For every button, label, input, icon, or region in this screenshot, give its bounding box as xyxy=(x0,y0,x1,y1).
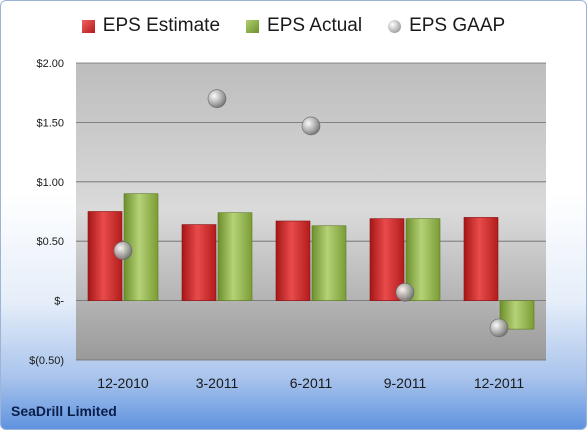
legend-label-eps-gaap: EPS GAAP xyxy=(409,15,506,36)
y-tick-label: $- xyxy=(54,296,64,308)
x-tick-label: 3-2011 xyxy=(196,375,239,391)
y-tick-label: $1.50 xyxy=(36,117,64,129)
legend-swatch-eps-actual xyxy=(246,19,260,33)
eps-gaap-point xyxy=(207,89,227,108)
legend-item-eps-estimate: EPS Estimate xyxy=(81,15,221,37)
eps-actual-bar xyxy=(217,212,253,301)
y-tick-label: $2.00 xyxy=(36,58,64,70)
y-tick-label: $(0.50) xyxy=(29,355,64,367)
eps-gaap-point xyxy=(395,282,415,302)
x-tick-label: 12-2010 xyxy=(97,375,149,391)
company-name: SeaDrill Limited xyxy=(11,403,117,419)
legend-swatch-eps-gaap xyxy=(388,19,402,33)
eps-gaap-point xyxy=(489,318,509,338)
legend-label-eps-estimate: EPS Estimate xyxy=(102,15,221,36)
eps-gaap-point xyxy=(301,116,321,136)
x-tick-label: 12-2011 xyxy=(474,375,525,391)
y-tick-label: $0.50 xyxy=(36,236,64,248)
x-tick-label: 6-2011 xyxy=(290,375,333,391)
chart-legend: EPS Estimate EPS Actual EPS GAAP xyxy=(1,15,586,37)
legend-label-eps-actual: EPS Actual xyxy=(267,15,363,36)
eps-estimate-bar xyxy=(463,217,499,301)
legend-swatch-eps-estimate xyxy=(81,19,95,33)
eps-gaap-point xyxy=(113,241,133,261)
eps-actual-bar xyxy=(311,225,347,301)
eps-estimate-bar xyxy=(275,220,311,301)
x-tick-label: 9-2011 xyxy=(384,375,427,391)
legend-item-eps-gaap: EPS GAAP xyxy=(388,15,505,37)
legend-item-eps-actual: EPS Actual xyxy=(246,15,362,37)
eps-estimate-bar xyxy=(181,224,217,301)
y-tick-label: $1.00 xyxy=(36,177,64,189)
